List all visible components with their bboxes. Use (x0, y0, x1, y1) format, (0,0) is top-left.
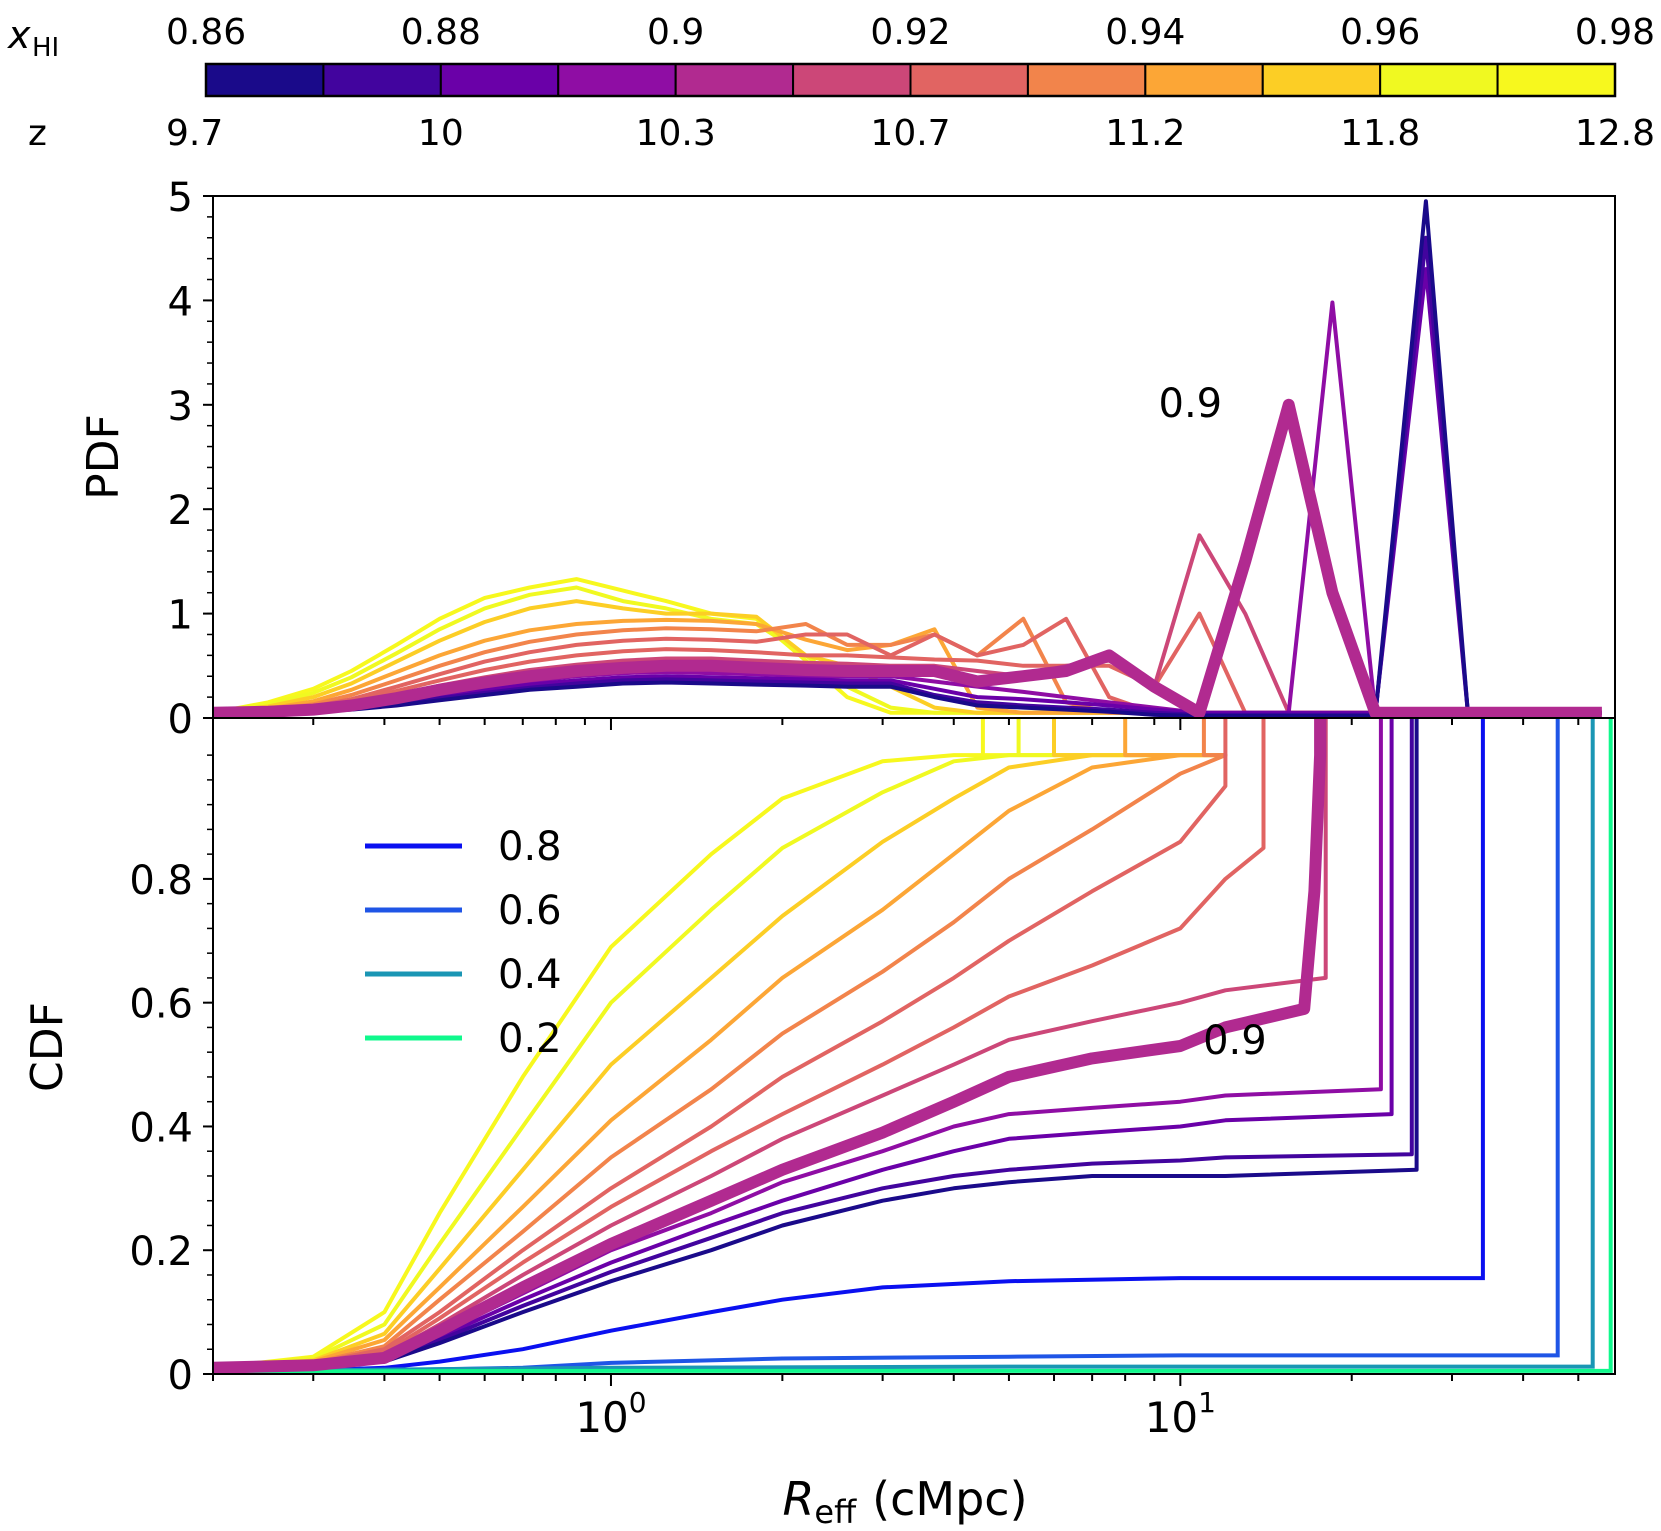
colorbar-bin (557, 63, 677, 97)
colorbar-bin (1261, 63, 1382, 97)
cdf-series-line (213, 718, 1266, 1370)
cdf-series-line (213, 718, 1228, 1370)
colorbar-z-tick-label: 12.8 (1575, 113, 1655, 154)
cdf-legend: 0.8 0.6 0.4 0.2 (365, 824, 562, 1062)
cdf-series-line (213, 718, 1228, 1370)
colorbar-z-tick-label: 10 (418, 113, 464, 154)
cdf-reference-line (213, 718, 1613, 1374)
colorbar-xhi-tick-label: 0.94 (1105, 12, 1185, 53)
pdf-y-tick-label: 1 (168, 593, 193, 639)
cdf-series-line (213, 718, 1228, 1370)
cdf-y-tick-label: 0 (168, 1353, 193, 1399)
colorbar-xhi-tick-label: 0.9 (647, 12, 704, 53)
x-axis-label-main: R (782, 1472, 814, 1526)
x-axis-label-unit: (cMpc) (872, 1472, 1027, 1526)
legend-label: 0.4 (498, 952, 562, 998)
colorbar-xhi-tick-label: 0.88 (401, 12, 481, 53)
pdf-y-tick-label: 3 (168, 384, 193, 430)
cdf-x-tick-label: 100 (575, 1386, 646, 1442)
cdf-series-line (213, 718, 1419, 1370)
colorbar-z-tick-label: 11.2 (1105, 113, 1185, 154)
cdf-y-tick-label: 0.4 (129, 1105, 193, 1151)
pdf-series-line (213, 398, 1602, 718)
cdf-series-line (213, 718, 1228, 1370)
colorbar: x HI z 0.86 0.88 0.9 0.92 0.94 0.96 0.98 9.7 10… (7, 12, 1655, 154)
colorbar-bin (1144, 63, 1264, 97)
pdf-series-line (213, 235, 1602, 717)
pdf-y-label: PDF (78, 414, 129, 500)
x-axis-label-sub: eff (814, 1493, 857, 1531)
colorbar-bins (204, 62, 1617, 98)
colorbar-z-tick-label: 10.7 (870, 113, 950, 154)
colorbar-bin (674, 63, 795, 97)
cdf-reference-line (213, 718, 1485, 1373)
colorbar-xhi-label-sub: HI (32, 33, 59, 63)
x-tick-base: 10 (1145, 1393, 1198, 1442)
x-tick-exponent: 0 (629, 1386, 647, 1419)
pdf-y-tick-label: 2 (168, 488, 193, 534)
cdf-panel: 00.20.40.60.8 100 101 CDF 0.9 0.80.60.40.… (22, 717, 1616, 1531)
colorbar-z-ticks: 9.7 10 10.3 10.7 11.2 11.8 12.8 (166, 113, 1655, 154)
cdf-y-tick-label: 0.6 (129, 982, 193, 1028)
colorbar-bin (205, 63, 325, 97)
cdf-lines (213, 718, 1613, 1374)
colorbar-xhi-tick-label: 0.98 (1575, 12, 1655, 53)
colorbar-frame (204, 62, 1617, 98)
cdf-y-tick-label: 0.2 (129, 1229, 193, 1275)
colorbar-bin (322, 63, 442, 97)
cdf-y-tick-label: 0.8 (129, 858, 193, 904)
pdf-y-tick-label: 4 (168, 279, 193, 325)
colorbar-xhi-tick-label: 0.96 (1340, 12, 1420, 53)
colorbar-xhi-ticks: 0.86 0.88 0.9 0.92 0.94 0.96 0.98 (166, 12, 1655, 53)
cdf-y-label: CDF (22, 1002, 73, 1092)
pdf-lines (213, 199, 1602, 718)
colorbar-bin (1026, 63, 1147, 97)
colorbar-bin (439, 63, 560, 97)
x-axis-label: Reff (cMpc) (782, 1472, 1027, 1531)
pdf-series-line (213, 199, 1602, 718)
pdf-x-ticks (212, 718, 1580, 730)
cdf-series-line (213, 718, 1228, 1370)
cdf-reference-line (213, 718, 1560, 1373)
cdf-series-line (213, 718, 1327, 1374)
cdf-y-ticks: 0 0.2 0.4 0.6 0.8 (129, 754, 213, 1399)
colorbar-z-label: z (28, 113, 47, 154)
cdf-annotation: 0.9 (1203, 1018, 1267, 1064)
colorbar-xhi-tick-label: 0.92 (870, 12, 950, 53)
pdf-series-line (213, 267, 1602, 715)
pdf-panel: 0 1 2 3 4 5 PDF 0.9 (78, 175, 1616, 743)
colorbar-xhi-tick-label: 0.86 (166, 12, 246, 53)
colorbar-z-tick-label: 9.7 (166, 113, 223, 154)
pdf-annotation: 0.9 (1159, 381, 1223, 427)
legend-label: 0.8 (498, 824, 562, 870)
cdf-reference-line (213, 718, 1595, 1373)
cdf-series-line (213, 718, 1228, 1370)
pdf-y-tick-label: 5 (168, 175, 193, 221)
legend-label: 0.2 (498, 1016, 562, 1062)
pdf-y-tick-label: 0 (168, 697, 193, 743)
colorbar-z-tick-label: 10.3 (636, 113, 716, 154)
legend-label: 0.6 (498, 888, 562, 934)
colorbar-z-tick-label: 11.8 (1340, 113, 1420, 154)
cdf-x-tick-label: 101 (1145, 1386, 1216, 1442)
colorbar-bin (1496, 63, 1617, 97)
x-tick-exponent: 1 (1198, 1386, 1216, 1419)
cdf-frame (212, 717, 1616, 1375)
colorbar-bin (1379, 63, 1499, 97)
colorbar-xhi-label: x (7, 13, 31, 57)
x-tick-base: 10 (575, 1393, 628, 1442)
colorbar-bin (909, 63, 1029, 97)
cdf-x-ticks: 100 101 (212, 1374, 1580, 1442)
colorbar-bin (792, 63, 912, 97)
pdf-y-ticks: 0 1 2 3 4 5 (168, 175, 213, 743)
